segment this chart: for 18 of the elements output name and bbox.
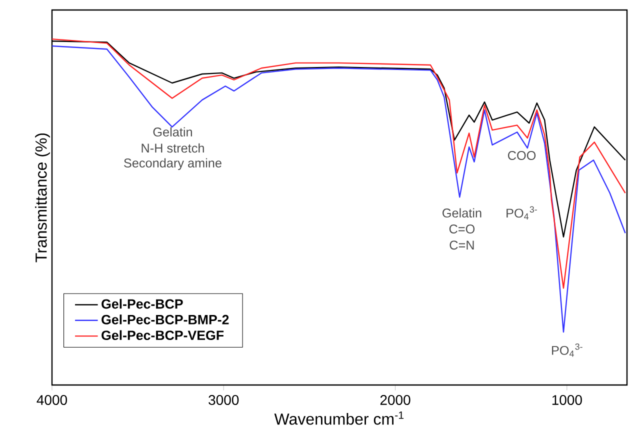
x-tick-label: 1000 [552,395,582,405]
annotation: Gelatin [153,127,192,137]
annotation: PO$_{4}$3- [552,344,582,357]
x-tick-label: 4000 [36,395,68,405]
legend-label: Gel-Pec-BCP [102,298,183,309]
legend-label: Gel-Pec-BCP-VEGF [102,330,224,340]
x-tick-label: 2000 [380,395,410,405]
annotation: Secondary amine [124,158,222,170]
annotation: COO [508,151,536,160]
y-axis-title: Transmittance (%) [35,133,50,262]
annotation: Gelatin [442,208,482,218]
annotation: PO$_{4}$3- [506,206,537,220]
legend-label: Gel-Pec-BCP-BMP-2 [102,314,229,324]
x-tick-label: 3000 [208,395,239,405]
x-axis-title: Wavenumber cm$^{-1}$ [274,411,404,425]
annotation: C=N [450,240,474,250]
annotation: N-H stretch [142,143,204,153]
annotation: C=O [449,224,475,234]
